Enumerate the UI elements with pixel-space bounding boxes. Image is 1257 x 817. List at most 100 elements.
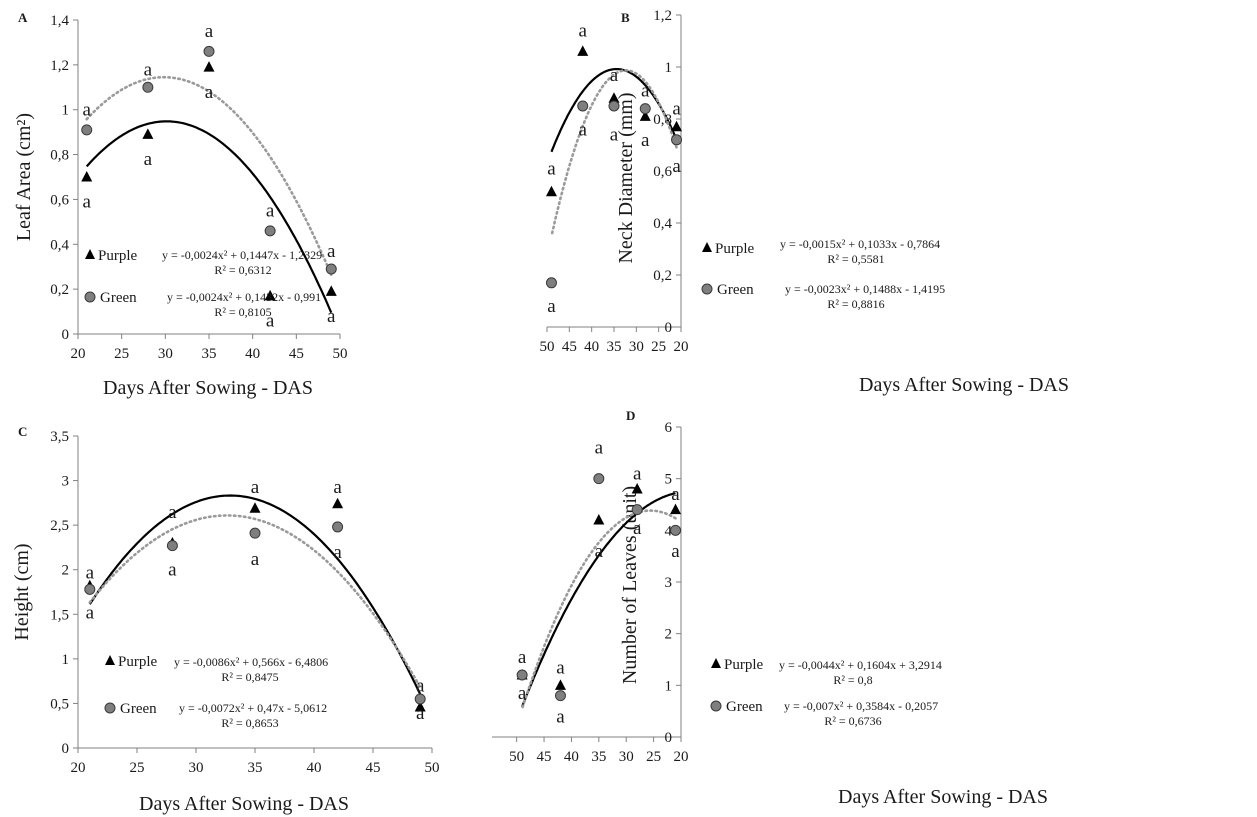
significance-letter: a (83, 100, 92, 121)
legend-marker-green (104, 702, 116, 714)
significance-letter: a (251, 549, 260, 570)
r2-green: R² = 0,8653 (221, 716, 278, 730)
significance-letter: a (168, 560, 177, 581)
y-tick-label: 1 (665, 678, 673, 694)
y-tick-label: 2 (665, 627, 673, 643)
trendline-purple (85, 120, 333, 314)
data-point-green (639, 103, 651, 115)
significance-letter: a (251, 477, 260, 498)
data-point-green (631, 504, 643, 516)
y-tick-label: 0,2 (50, 282, 69, 298)
y-tick-label: 1,4 (50, 13, 69, 29)
y-tick-label: 1 (665, 60, 673, 76)
data-point-green (414, 693, 426, 705)
x-tick-label: 20 (71, 346, 86, 362)
data-point-green (142, 81, 154, 93)
x-axis-title: Days After Sowing - DAS (838, 786, 1048, 808)
legend-marker-purple (105, 655, 115, 665)
y-tick-label: 5 (665, 472, 673, 488)
x-tick-label: 45 (366, 760, 381, 776)
data-point-green (264, 225, 276, 237)
significance-letter: a (205, 21, 214, 42)
data-point-purple (203, 61, 215, 72)
y-tick-label: 2 (62, 563, 70, 579)
trendline-green (520, 509, 677, 710)
x-tick-label: 45 (562, 339, 577, 355)
y-axis-title: Height (cm) (11, 543, 33, 640)
y-tick-label: 0,4 (50, 237, 69, 253)
equation-green: y = -0,007x² + 0,3584x - 0,2057 (784, 699, 938, 713)
data-point-purple (608, 92, 620, 103)
legend-label-purple: Purple (118, 654, 158, 670)
x-tick-label: 45 (537, 749, 552, 765)
significance-letter: a (83, 192, 92, 213)
legend-marker-purple (702, 242, 712, 252)
x-axis-title: Days After Sowing - DAS (139, 793, 349, 815)
legend-label-green: Green (100, 290, 137, 306)
significance-letter: a (327, 241, 336, 262)
x-tick-label: 40 (307, 760, 322, 776)
legend-marker-green (701, 283, 713, 295)
significance-letter: a (327, 306, 336, 327)
x-tick-label: 20 (71, 760, 86, 776)
significance-letter: a (671, 541, 680, 562)
data-point-purple (545, 185, 557, 197)
significance-letter: a (579, 21, 588, 42)
panel-letter: B (621, 10, 630, 25)
significance-letter: a (633, 464, 642, 485)
x-tick-label: 50 (333, 346, 348, 362)
x-tick-label: 35 (607, 339, 622, 355)
y-tick-label: 1 (62, 103, 70, 119)
significance-letter: a (547, 158, 556, 179)
legend-marker-purple (85, 249, 95, 259)
y-tick-label: 1,5 (50, 607, 69, 623)
r2-purple: R² = 0,8 (833, 673, 872, 687)
significance-letter: a (595, 438, 604, 459)
data-point-green (84, 583, 96, 595)
significance-letter: a (416, 703, 425, 724)
significance-letter: a (266, 311, 275, 332)
trendline-green (550, 69, 678, 238)
trendline-green (88, 514, 422, 689)
equation-green: y = -0,0072x² + 0,47x - 5,0612 (179, 701, 327, 715)
data-point-purple (264, 289, 276, 301)
data-point-purple (577, 45, 589, 56)
y-axis-title: Leaf Area (cm²) (13, 113, 35, 241)
r2-green: R² = 0,8816 (827, 297, 884, 311)
x-tick-label: 25 (646, 749, 661, 765)
legend-label-purple: Purple (98, 248, 138, 264)
legend-label-green: Green (120, 701, 157, 717)
legend-label-green: Green (717, 282, 754, 298)
y-tick-label: 0 (62, 741, 70, 757)
x-tick-label: 25 (114, 346, 129, 362)
y-tick-label: 3,5 (50, 429, 69, 445)
equation-green: y = -0,0024x² + 0,1432x - 0,991 (167, 290, 321, 304)
equation-purple: y = -0,0015x² + 0,1033x - 0,7864 (780, 237, 940, 251)
chart-panel-c: C 0 0,5 1 1,5 2 2,5 3 3,5 20 25 30 35 40 45 50 Days Afte… (11, 424, 440, 815)
r2-purple: R² = 0,6312 (214, 263, 271, 277)
significance-letter: a (672, 99, 681, 120)
data-point-purple (670, 503, 682, 515)
data-point-purple (414, 700, 426, 712)
data-point-purple (671, 120, 683, 132)
significance-letter: a (168, 502, 177, 523)
data-point-purple (639, 110, 651, 121)
x-tick-label: 20 (674, 339, 689, 355)
r2-purple: R² = 0,8475 (221, 670, 278, 684)
y-tick-label: 3 (665, 575, 673, 591)
x-axis-title: Days After Sowing - DAS (103, 377, 313, 399)
y-axis-title: Neck Diameter (mm) (615, 92, 637, 263)
significance-letter: a (333, 477, 342, 498)
data-point-green (203, 45, 215, 57)
y-tick-label: 6 (665, 420, 673, 436)
y-tick-label: 0,5 (50, 696, 69, 712)
data-point-green (81, 124, 93, 136)
data-point-purple (631, 483, 643, 494)
x-tick-label: 25 (130, 760, 145, 776)
panel-letter: C (18, 424, 27, 439)
r2-green: R² = 0,8105 (214, 305, 271, 319)
data-point-green (332, 521, 344, 533)
significance-letter: a (641, 80, 650, 101)
x-tick-label: 25 (651, 339, 666, 355)
